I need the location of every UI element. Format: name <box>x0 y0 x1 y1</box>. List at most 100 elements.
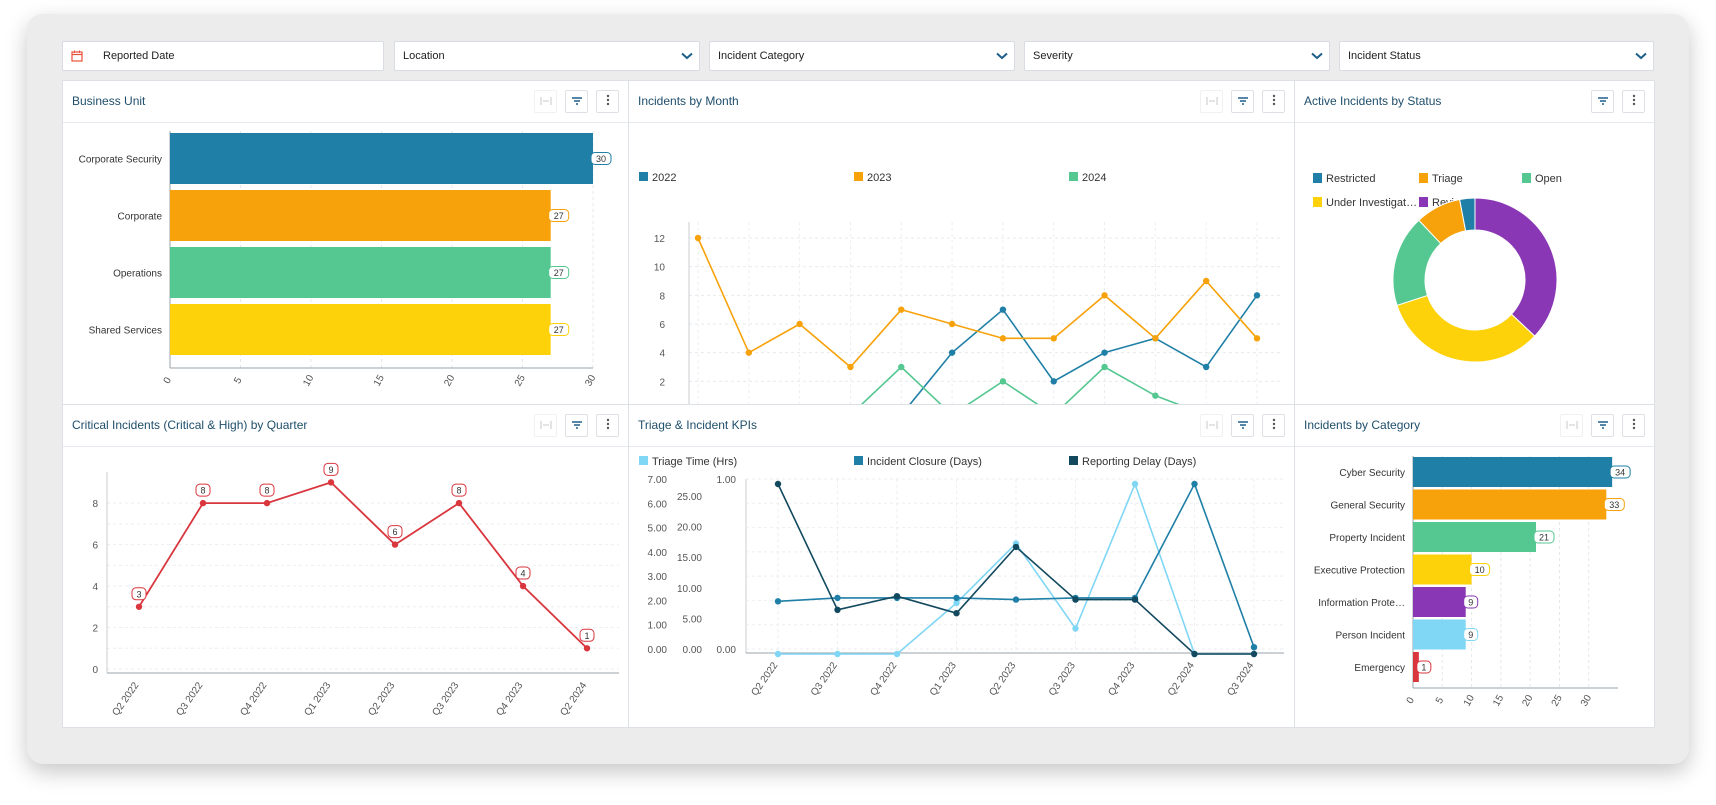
panel-header: Critical Incidents (Critical & High) by … <box>63 405 628 447</box>
x-tick-label: 20 <box>442 373 457 389</box>
data-point <box>999 335 1007 342</box>
bar <box>170 304 551 355</box>
data-point <box>1253 292 1261 299</box>
bar <box>1413 457 1613 487</box>
y-tick-label: 10.00 <box>677 584 702 595</box>
expand-button[interactable] <box>1560 414 1583 437</box>
data-point <box>774 598 782 605</box>
data-point <box>1152 392 1159 399</box>
bar <box>1413 587 1466 617</box>
data-label: 30 <box>596 154 606 164</box>
data-point <box>999 306 1007 313</box>
data-label-box <box>1533 530 1555 544</box>
y-tick-label: 2.00 <box>648 596 668 607</box>
incident-status-filter[interactable]: Incident Status <box>1339 41 1654 71</box>
data-point <box>455 499 463 507</box>
more-menu-button[interactable] <box>596 90 619 113</box>
incident-category-filter[interactable]: Incident Category <box>709 41 1015 71</box>
data-label: 9 <box>1468 598 1473 608</box>
data-label-box <box>195 483 211 497</box>
filter-button[interactable] <box>1231 90 1254 113</box>
reported-date-filter[interactable]: Reported Date <box>62 41 384 71</box>
data-label-box <box>579 628 595 642</box>
data-point <box>953 610 960 617</box>
data-point <box>1012 596 1020 603</box>
expand-button[interactable] <box>1200 414 1223 437</box>
panel-title: Incidents by Month <box>638 94 739 108</box>
category-label: Person Incident <box>1336 631 1406 642</box>
y-tick-label: 2 <box>659 377 665 388</box>
more-menu-button[interactable] <box>1262 90 1285 113</box>
expand-icon <box>540 417 552 435</box>
data-point <box>1012 543 1020 551</box>
panel-header: Incidents by Category <box>1295 405 1654 447</box>
more-menu-button[interactable] <box>1262 414 1285 437</box>
expand-button[interactable] <box>534 90 557 113</box>
incidents-by-month-panel: Incidents by Month 202220232024024681012… <box>628 80 1295 405</box>
y-tick-label: 15.00 <box>677 553 702 564</box>
legend-swatch <box>1069 172 1078 181</box>
legend-swatch <box>639 456 648 465</box>
x-tick-label: 5 <box>1434 695 1447 706</box>
data-label: 34 <box>1615 468 1625 478</box>
data-point <box>1131 596 1139 603</box>
data-label: 9 <box>328 465 333 475</box>
data-point <box>1101 349 1108 356</box>
filter-button[interactable] <box>565 90 588 113</box>
category-label: Operations <box>113 269 162 280</box>
filter-button[interactable] <box>1231 414 1254 437</box>
data-point <box>953 599 960 607</box>
y-tick-label: 6 <box>92 541 98 552</box>
panel-title: Business Unit <box>72 94 146 108</box>
x-tick-label: Q3 2022 <box>174 680 205 718</box>
data-point <box>1250 650 1258 658</box>
data-point <box>898 306 905 313</box>
data-label: 10 <box>1475 565 1485 575</box>
category-label: Corporate Security <box>79 155 162 166</box>
location-filter[interactable]: Location <box>394 41 700 71</box>
more-icon <box>1272 93 1276 111</box>
expand-button[interactable] <box>534 414 557 437</box>
filter-icon <box>571 417 583 435</box>
data-point <box>1202 363 1210 371</box>
data-point <box>1202 277 1210 285</box>
y-tick-label: 3.00 <box>648 572 668 583</box>
triage-kpis-panel: Triage & Incident KPIs Triage Time (Hrs)… <box>628 404 1295 728</box>
data-label: 9 <box>1468 630 1473 640</box>
x-tick-label: 0 <box>162 375 175 386</box>
data-label-box <box>1469 563 1491 576</box>
triage-kpis-chart: Triage Time (Hrs) Incident Closure (Days)… <box>639 456 1284 698</box>
legend-label: 2024 <box>1082 172 1106 184</box>
data-label: 1 <box>584 631 589 641</box>
more-menu-button[interactable] <box>1622 414 1645 437</box>
data-point <box>1050 335 1057 342</box>
x-tick-label: Q4 2022 <box>238 680 269 718</box>
filter-button[interactable] <box>565 414 588 437</box>
legend-swatch <box>1419 197 1428 207</box>
incidents-by-category-chart: 0 5 10 15 20 25 30 Cyber Security 34 General Secu… <box>1314 456 1631 709</box>
chevron-down-icon <box>990 52 1014 60</box>
x-tick-label: 15 <box>1491 693 1506 709</box>
x-tick-label: Q3 2024 <box>1225 660 1256 698</box>
more-menu-button[interactable] <box>1622 90 1645 113</box>
severity-filter[interactable]: Severity <box>1024 41 1330 71</box>
data-point <box>774 480 782 488</box>
x-tick-label: 10 <box>1462 693 1477 709</box>
filter-button[interactable] <box>1591 414 1614 437</box>
x-tick-label: 20 <box>1520 693 1535 709</box>
data-label-box <box>1416 660 1432 674</box>
data-point <box>391 541 399 548</box>
x-tick-label: Q4 2023 <box>1106 660 1137 698</box>
series-line <box>859 365 1183 405</box>
expand-button[interactable] <box>1200 90 1223 113</box>
expand-icon <box>1566 417 1578 435</box>
data-point <box>1072 625 1079 632</box>
legend-label: 2022 <box>652 172 676 184</box>
more-menu-button[interactable] <box>596 414 619 437</box>
filter-button[interactable] <box>1591 90 1614 113</box>
data-point <box>1250 644 1258 651</box>
data-label-box <box>387 525 403 539</box>
bar <box>1413 554 1472 585</box>
data-point <box>583 645 591 652</box>
legend-swatch <box>639 172 648 181</box>
